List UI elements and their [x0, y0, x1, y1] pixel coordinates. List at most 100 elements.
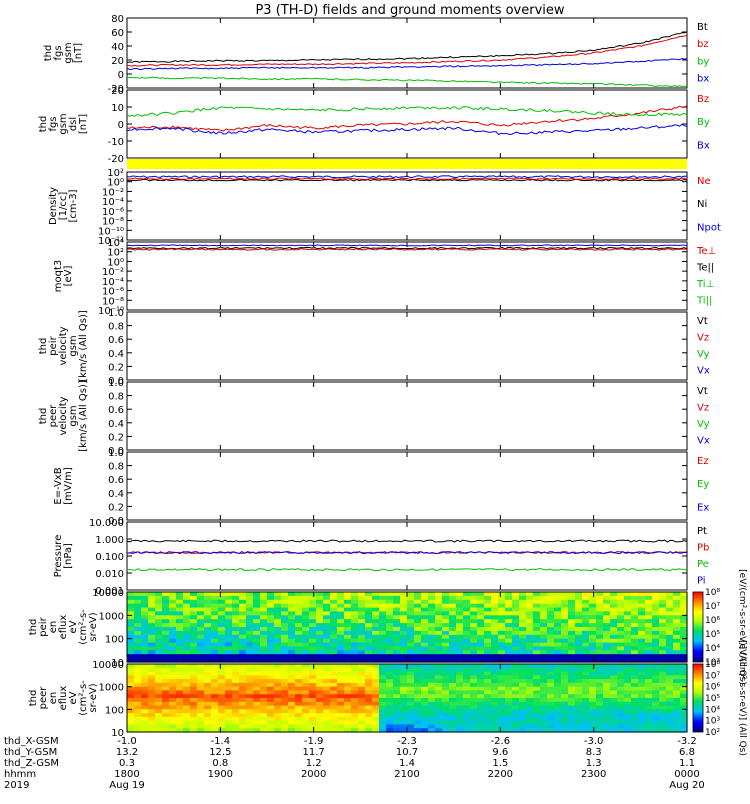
heatmap-cell — [638, 671, 646, 676]
heatmap-cell — [400, 701, 408, 707]
heatmap-cell — [575, 671, 583, 676]
heatmap-cell — [393, 705, 401, 710]
heatmap-cell — [680, 592, 688, 597]
heatmap-cell — [134, 634, 142, 640]
heatmap-cell — [498, 664, 506, 669]
heatmap-cell — [316, 716, 324, 722]
heatmap-cell — [190, 686, 198, 692]
heatmap-cell — [456, 658, 464, 663]
heatmap-cell — [197, 642, 205, 648]
heatmap-cell — [435, 603, 443, 609]
heatmap-cell — [421, 654, 429, 659]
heatmap-cell — [519, 701, 527, 707]
heatmap-cell — [610, 619, 618, 624]
heatmap-cell — [610, 667, 618, 673]
heatmap-cell — [379, 646, 387, 651]
heatmap-cell — [323, 615, 331, 620]
heatmap-cell — [288, 728, 296, 733]
heatmap-cell — [442, 664, 450, 669]
heatmap-cell — [596, 701, 604, 707]
heatmap-cell — [470, 698, 478, 703]
heatmap-cell — [358, 724, 366, 729]
heatmap-cell — [337, 705, 345, 710]
heatmap-cell — [169, 701, 177, 707]
heatmap-cell — [274, 724, 282, 729]
heatmap-cell — [442, 646, 450, 651]
heatmap-cell — [666, 690, 674, 695]
heatmap-cell — [673, 619, 681, 624]
heatmap-cell — [463, 630, 471, 636]
heatmap-cell — [526, 630, 534, 636]
heatmap-cell — [533, 664, 541, 669]
heatmap-cell — [330, 592, 338, 597]
heatmap-cell — [274, 675, 282, 680]
heatmap-cell — [673, 667, 681, 673]
heatmap-cell — [148, 638, 156, 644]
heatmap-cell — [645, 630, 653, 636]
heatmap-cell — [596, 650, 604, 655]
heatmap-cell — [519, 638, 527, 644]
heatmap-cell — [561, 675, 569, 680]
heatmap-cell — [449, 713, 457, 718]
y-tick-label: 10⁻⁸ — [102, 217, 124, 228]
heatmap-cell — [582, 667, 590, 673]
heatmap-cell — [554, 690, 562, 695]
heatmap-cell — [204, 650, 212, 655]
heatmap-cell — [498, 690, 506, 695]
heatmap-cell — [309, 654, 317, 659]
heatmap-cell — [393, 667, 401, 673]
heatmap-cell — [288, 675, 296, 680]
heatmap-cell — [610, 694, 618, 699]
heatmap-cell — [295, 646, 303, 651]
heatmap-cell — [505, 658, 513, 663]
heatmap-cell — [589, 654, 597, 659]
heatmap-cell — [659, 630, 667, 636]
heatmap-cell — [274, 611, 282, 616]
heatmap-cell — [407, 654, 415, 659]
heatmap-cell — [155, 728, 163, 733]
heatmap-cell — [337, 682, 345, 688]
heatmap-cell — [176, 701, 184, 707]
heatmap-cell — [330, 664, 338, 669]
heatmap-cell — [148, 686, 156, 692]
series-line — [126, 76, 688, 88]
heatmap-cell — [309, 713, 317, 718]
heatmap-cell — [400, 664, 408, 669]
heatmap-cell — [519, 705, 527, 710]
heatmap-cell — [309, 682, 317, 688]
heatmap-cell — [323, 716, 331, 722]
heatmap-cell — [673, 658, 681, 663]
y-tick-label: 10⁻¹⁰ — [98, 226, 124, 237]
heatmap-cell — [442, 671, 450, 676]
heatmap-cell — [127, 654, 135, 659]
heatmap-cell — [512, 634, 520, 640]
heatmap-cell — [309, 690, 317, 695]
heatmap-cell — [456, 638, 464, 644]
legend-entry: Pe — [697, 559, 709, 570]
heatmap-cell — [449, 694, 457, 699]
heatmap-cell — [610, 634, 618, 640]
heatmap-cell — [400, 619, 408, 624]
heatmap-cell — [386, 686, 394, 692]
heatmap-cell — [400, 638, 408, 644]
heatmap-cell — [316, 698, 324, 703]
heatmap-cell — [323, 690, 331, 695]
heatmap-cell — [540, 664, 548, 669]
heatmap-cell — [582, 642, 590, 648]
heatmap-cell — [253, 615, 261, 620]
heatmap-cell — [239, 709, 247, 714]
heatmap-cell — [540, 682, 548, 688]
heatmap-cell — [575, 675, 583, 680]
heatmap-cell — [645, 642, 653, 648]
heatmap-cell — [596, 705, 604, 710]
heatmap-cell — [176, 595, 184, 601]
heatmap-cell — [477, 634, 485, 640]
heatmap-cell — [456, 623, 464, 628]
heatmap-cell — [610, 603, 618, 609]
heatmap-cell — [554, 646, 562, 651]
heatmap-cell — [680, 686, 688, 692]
heatmap-cell — [491, 607, 499, 613]
heatmap-cell — [624, 694, 632, 699]
heatmap-cell — [631, 592, 639, 597]
